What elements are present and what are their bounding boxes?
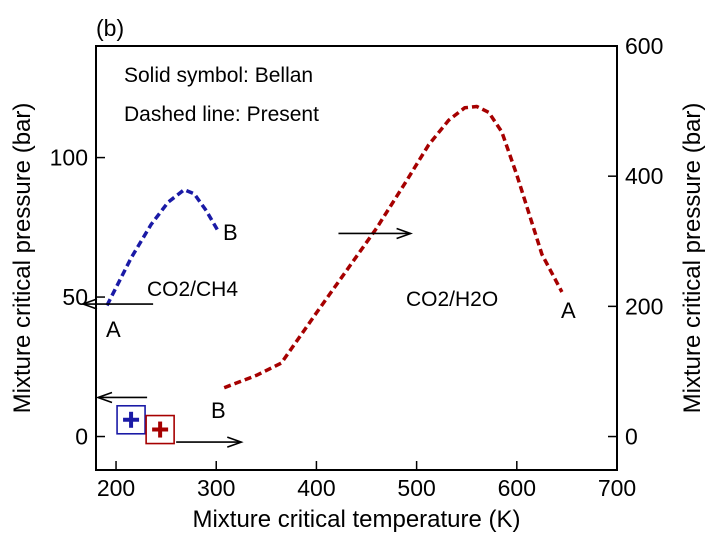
arrow-co2-h2o-right [338, 227, 413, 240]
bellan-point-co2-ch4 [116, 404, 146, 435]
arrow-head [95, 391, 113, 404]
y-left-axis-title: Mixture critical pressure (bar) [9, 103, 36, 414]
y-left-tick-label: 50 [62, 284, 88, 310]
data-layer [80, 104, 564, 448]
y-right-axis-title: Mixture critical pressure (bar) [679, 103, 706, 414]
y-right-tick-label: 200 [625, 293, 663, 319]
y-right-tick-label: 0 [625, 424, 638, 450]
y-left-tick-label: 100 [50, 145, 88, 171]
legend-solid-text: Solid symbol: Bellan [124, 64, 313, 87]
h2o-endpoint-a: A [561, 298, 576, 323]
legend-dashed-text: Dashed line: Present [124, 103, 319, 126]
bellan-point-co2-h2o [145, 414, 175, 445]
arrow-head [396, 227, 413, 240]
series-label-co2-h2o: CO2/H2O [406, 288, 498, 311]
axes-layer: 200 300 400 500 600 700 0 50 100 0 200 400 600 Mixtur… [9, 33, 706, 533]
y-right-tick-label: 600 [625, 33, 663, 59]
series-label-co2-ch4: CO2/CH4 [147, 278, 238, 301]
x-tick-label: 200 [97, 475, 135, 501]
ch4-endpoint-a: A [106, 317, 121, 342]
x-axis-title: Mixture critical temperature (K) [192, 506, 520, 533]
x-tick-label: 700 [598, 475, 636, 501]
x-tick-label: 300 [197, 475, 235, 501]
y-right-tick-label: 400 [625, 163, 663, 189]
arrow-bellan-ch4-left [95, 391, 148, 404]
arrow-head [227, 436, 244, 448]
series-line-co2-ch4 [105, 187, 221, 307]
ch4-endpoint-b: B [223, 220, 238, 245]
h2o-endpoint-b: B [211, 398, 226, 423]
arrow-head [80, 298, 98, 310]
y-left-tick-label: 0 [75, 424, 88, 450]
series-line-co2-h2o [223, 104, 564, 390]
x-tick-label: 400 [297, 475, 335, 501]
panel-label: (b) [96, 15, 124, 41]
arrow-bellan-h2o-right [176, 436, 244, 448]
bellan-point-box [116, 404, 146, 435]
x-tick-label: 600 [498, 475, 536, 501]
annotation-layer: (b) Solid symbol: Bellan Dashed line: Pr… [96, 15, 576, 423]
x-tick-label: 500 [397, 475, 435, 501]
arrow-co2-ch4-left [80, 298, 154, 310]
bellan-point-box [145, 414, 175, 445]
plot-frame [95, 45, 618, 471]
